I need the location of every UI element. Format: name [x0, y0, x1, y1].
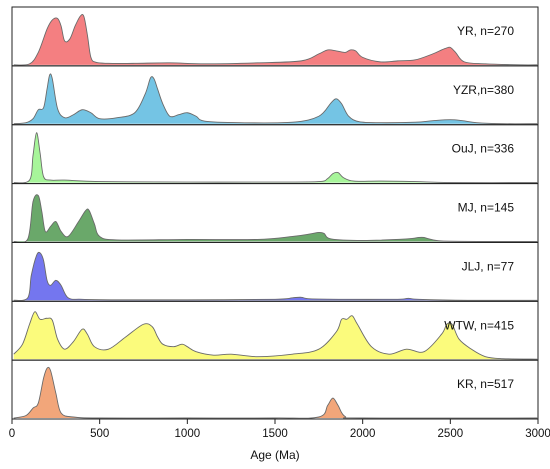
panel-frame [11, 241, 539, 302]
density-panels: YR, n=270 YZR,n=380 OuJ, n=336 MJ, n=145 JLJ… [11, 6, 539, 420]
x-tick-label: 1500 [262, 428, 288, 440]
x-tick-label: 2500 [438, 428, 464, 440]
panel-label: KR, n=517 [457, 377, 514, 391]
density-area [13, 252, 538, 301]
density-panel: JLJ, n=77 [11, 241, 539, 302]
panel-label: YR, n=270 [457, 24, 514, 38]
panel-label: MJ, n=145 [458, 201, 515, 215]
density-panel: WTW, n=415 [11, 300, 539, 361]
density-curve [13, 366, 538, 419]
x-tick-label: 2000 [350, 428, 376, 440]
density-panel: YR, n=270 [11, 6, 539, 67]
density-area [13, 367, 538, 419]
density-curve [13, 311, 538, 360]
density-area [13, 14, 538, 66]
density-curve [13, 132, 538, 184]
panel-label: WTW, n=415 [444, 318, 514, 332]
density-curve [13, 14, 538, 66]
density-panel: KR, n=517 [11, 359, 539, 420]
x-axis: 0 500 1000 1500 2000 2500 3000 [9, 419, 550, 440]
x-tick-label: 3000 [525, 428, 550, 440]
density-area [13, 311, 538, 360]
panel-label: OuJ, n=336 [452, 142, 515, 156]
density-area [13, 132, 538, 183]
density-panel: OuJ, n=336 [11, 124, 539, 185]
density-panel: MJ, n=145 [11, 183, 539, 243]
x-tick-label: 0 [9, 428, 15, 440]
density-panel: YZR,n=380 [11, 65, 539, 126]
x-tick-label: 1000 [175, 428, 201, 440]
x-tick-label: 500 [90, 428, 109, 440]
density-area [13, 73, 538, 124]
density-curve [13, 73, 538, 125]
panel-label: JLJ, n=77 [462, 259, 515, 273]
density-curve [13, 251, 538, 301]
panel-label: YZR,n=380 [453, 83, 514, 97]
density-area [13, 194, 538, 243]
density-curve [13, 194, 538, 243]
x-axis-title: Age (Ma) [250, 448, 299, 462]
